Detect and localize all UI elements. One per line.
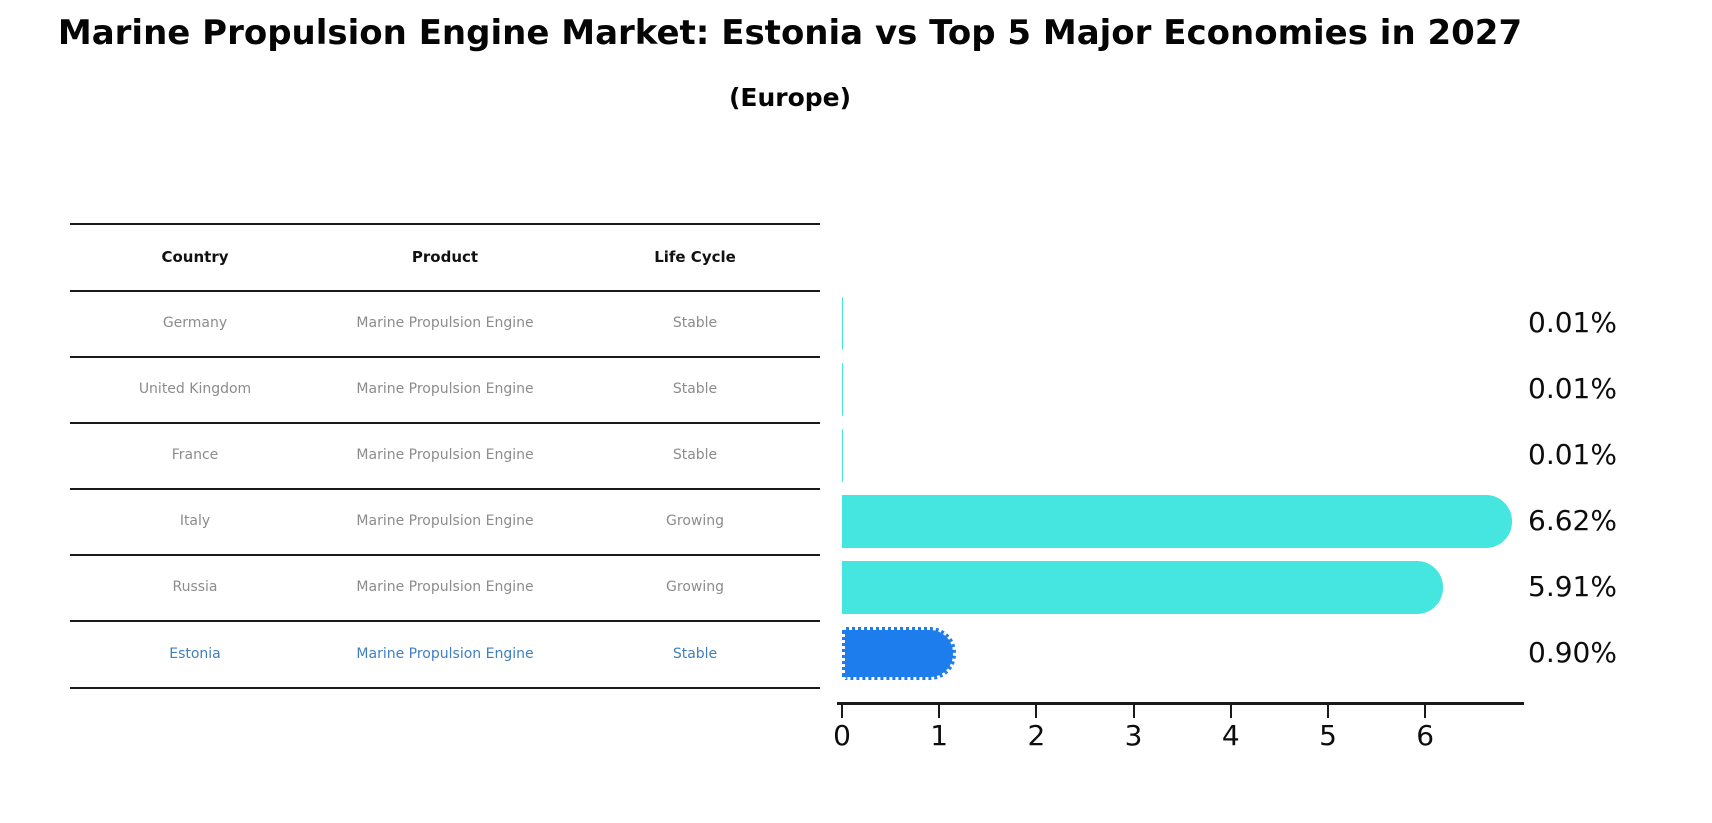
tick-label: 4	[1221, 719, 1240, 752]
cell-country: Germany	[162, 315, 228, 331]
cell-life-cycle: Stable	[672, 381, 718, 397]
cell-life-cycle: Stable	[672, 646, 718, 662]
cell-life-cycle: Growing	[666, 513, 724, 529]
tick-label: 5	[1319, 719, 1337, 752]
tick-mark	[1132, 705, 1135, 718]
table-rule	[70, 356, 820, 358]
value-label-italy: 6.62%	[1528, 504, 1617, 537]
tick-label: 2	[1027, 719, 1046, 752]
tick-mark	[1229, 705, 1232, 718]
value-label-estonia: 0.90%	[1528, 636, 1617, 669]
table-row-germany: Germany Marine Propulsion Engine Stable	[70, 290, 820, 356]
cell-country: France	[171, 447, 219, 463]
table-row-russia: Russia Marine Propulsion Engine Growing	[70, 554, 820, 620]
chart-subtitle: (Europe)	[728, 83, 852, 112]
tick-mark	[1327, 705, 1329, 718]
tick-mark	[841, 705, 843, 718]
bar-russia	[842, 561, 1443, 614]
cell-country: Italy	[179, 513, 211, 529]
bar-france	[842, 429, 843, 482]
table-rule	[70, 290, 820, 292]
table-row-italy: Italy Marine Propulsion Engine Growing	[70, 488, 820, 554]
table-rule	[70, 620, 820, 622]
tick-mark	[1035, 705, 1038, 718]
x-axis-line	[837, 702, 1524, 705]
tick-label: 0	[833, 719, 851, 752]
cell-life-cycle: Growing	[666, 579, 724, 595]
value-label-germany: 0.01%	[1528, 306, 1617, 339]
bar-italy	[842, 495, 1512, 548]
column-header-country: Country	[161, 248, 229, 266]
value-label-france: 0.01%	[1528, 438, 1617, 471]
cell-product: Marine Propulsion Engine	[356, 447, 534, 463]
column-header-product: Product	[411, 248, 479, 266]
cell-country: Estonia	[169, 646, 221, 662]
table-rule	[70, 687, 820, 689]
country-table: Country Product Life Cycle Germany Marin…	[70, 223, 820, 689]
chart-title: Marine Propulsion Engine Market: Estonia…	[57, 13, 1523, 53]
cell-life-cycle: Stable	[672, 447, 718, 463]
bar-estonia	[842, 627, 956, 680]
cell-product: Marine Propulsion Engine	[356, 315, 534, 331]
cell-product: Marine Propulsion Engine	[356, 513, 534, 529]
cell-product: Marine Propulsion Engine	[356, 381, 534, 397]
tick-mark	[1424, 705, 1427, 718]
bar-united-kingdom	[842, 363, 843, 416]
tick-label: 1	[930, 719, 949, 752]
cell-product: Marine Propulsion Engine	[356, 579, 534, 595]
value-label-russia: 5.91%	[1528, 570, 1617, 603]
table-rule	[70, 488, 820, 490]
tick-label: 3	[1124, 719, 1143, 752]
column-header-life-cycle: Life Cycle	[654, 248, 736, 266]
table-rule	[70, 422, 820, 424]
cell-life-cycle: Stable	[672, 315, 718, 331]
table-row-france: France Marine Propulsion Engine Stable	[70, 422, 820, 488]
table-row-united-kingdom: United Kingdom Marine Propulsion Engine …	[70, 356, 820, 422]
value-label-united-kingdom: 0.01%	[1528, 372, 1617, 405]
table-row-estonia: Estonia Marine Propulsion Engine Stable	[70, 621, 820, 687]
bar-germany	[842, 297, 843, 350]
table-rule	[70, 223, 820, 225]
cell-country: Russia	[172, 579, 218, 595]
cell-product: Marine Propulsion Engine	[356, 646, 534, 662]
table-rule	[70, 554, 820, 556]
cell-country: United Kingdom	[138, 381, 252, 397]
tick-mark	[938, 705, 941, 718]
table-header-row: Country Product Life Cycle	[70, 224, 820, 290]
tick-label: 6	[1416, 719, 1435, 752]
